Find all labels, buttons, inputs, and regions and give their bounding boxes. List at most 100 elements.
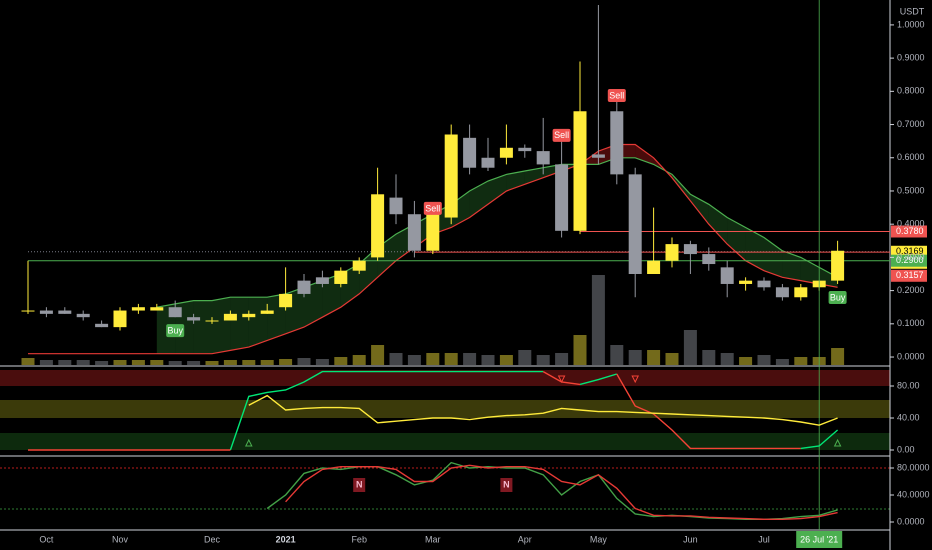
candle-body bbox=[481, 157, 495, 168]
volume-bar bbox=[702, 350, 716, 365]
volume-bar bbox=[39, 360, 53, 365]
y-tick-label: 0.00 bbox=[897, 444, 915, 454]
candle-body bbox=[352, 260, 366, 271]
volume-bar bbox=[499, 355, 513, 365]
volume-bar bbox=[831, 348, 845, 365]
volume-bar bbox=[334, 357, 348, 365]
x-tick-label: Dec bbox=[204, 534, 221, 544]
marker-box bbox=[353, 478, 366, 492]
signal-label: Sell bbox=[554, 130, 569, 140]
volume-bar bbox=[757, 355, 771, 365]
volume-bar bbox=[775, 359, 789, 365]
volume-bar bbox=[279, 359, 293, 365]
ma-cloud bbox=[727, 217, 746, 261]
volume-bar bbox=[371, 345, 385, 365]
ma-cloud bbox=[782, 250, 801, 281]
volume-bar bbox=[628, 350, 642, 365]
volume-bar bbox=[131, 360, 145, 365]
ma-cloud bbox=[745, 227, 764, 271]
ma-cloud bbox=[524, 167, 544, 185]
volume-bar bbox=[536, 355, 550, 365]
price-label: 0.3780 bbox=[896, 226, 924, 236]
volume-bar bbox=[76, 360, 90, 365]
volume-bar bbox=[168, 361, 182, 365]
volume-bar bbox=[463, 353, 477, 365]
candle-body bbox=[426, 214, 440, 251]
candle-body bbox=[775, 287, 789, 298]
candle-body bbox=[499, 147, 513, 158]
y-tick-label: 0.3000 bbox=[897, 252, 925, 262]
candle-body bbox=[76, 313, 90, 318]
signal-box bbox=[552, 128, 571, 142]
price-label: 0.3169 bbox=[896, 246, 924, 256]
volume-bar bbox=[315, 359, 329, 365]
y-tick-label: 0.0000 bbox=[897, 516, 925, 526]
candle-body bbox=[702, 254, 716, 265]
y-tick-label: 0.1000 bbox=[897, 318, 925, 328]
x-tick-label: Feb bbox=[351, 534, 367, 544]
ma-cloud bbox=[764, 237, 783, 278]
y-tick-label: 0.7000 bbox=[897, 119, 925, 129]
candle-body bbox=[610, 111, 624, 175]
candle-body bbox=[187, 317, 201, 321]
ma-cloud bbox=[451, 190, 470, 228]
indicator-line bbox=[248, 394, 838, 426]
indicator-line bbox=[229, 370, 839, 451]
x-tick-label: Nov bbox=[112, 534, 129, 544]
candle-body bbox=[647, 260, 661, 274]
volume-bar bbox=[58, 360, 72, 365]
x-tick-label: Jul bbox=[758, 534, 770, 544]
x-tick-label: Apr bbox=[518, 534, 532, 544]
volume-bar bbox=[555, 353, 569, 365]
candle-body bbox=[739, 280, 753, 284]
candle-body bbox=[444, 134, 458, 218]
candle-body bbox=[518, 147, 532, 152]
y-tick-label: 40.0000 bbox=[897, 489, 930, 499]
marker-label: N bbox=[503, 479, 510, 489]
y-tick-label: 0.4000 bbox=[897, 219, 925, 229]
candle-body bbox=[113, 310, 127, 328]
volume-bar bbox=[665, 353, 679, 365]
signal-label: Buy bbox=[830, 292, 846, 302]
y-tick-label: 1.0000 bbox=[897, 19, 925, 29]
price-label: 0.3157 bbox=[896, 270, 924, 280]
candle-body bbox=[315, 277, 329, 284]
candle-body bbox=[131, 307, 145, 311]
marker-label: N bbox=[356, 479, 363, 489]
volume-bar bbox=[21, 358, 35, 365]
volume-bar bbox=[205, 361, 219, 365]
quote-currency: USDT bbox=[900, 6, 925, 16]
y-tick-label: 0.0000 bbox=[897, 351, 925, 361]
y-tick-label: 0.9000 bbox=[897, 52, 925, 62]
ma-cloud bbox=[359, 247, 378, 294]
signal-label: Sell bbox=[609, 90, 624, 100]
price-label-box bbox=[891, 225, 927, 238]
x-tick-label: 2021 bbox=[276, 534, 296, 544]
marker-box bbox=[500, 478, 513, 492]
y-tick-label: 80.0000 bbox=[897, 462, 930, 472]
volume-bar bbox=[187, 361, 201, 365]
volume-bar bbox=[573, 335, 587, 365]
candle-body bbox=[279, 293, 293, 308]
volume-bar bbox=[794, 357, 808, 365]
ma-cloud bbox=[322, 273, 341, 318]
price-label-box bbox=[891, 269, 927, 282]
ma-cloud bbox=[248, 297, 268, 348]
candle-body bbox=[665, 244, 679, 261]
volume-bar bbox=[389, 353, 403, 365]
candle-body bbox=[58, 310, 72, 314]
down-arrow bbox=[557, 375, 566, 384]
volume-bar bbox=[518, 350, 532, 365]
volume-bar bbox=[591, 275, 605, 365]
candle-body bbox=[831, 250, 845, 281]
up-arrow bbox=[833, 438, 842, 447]
signal-box bbox=[828, 290, 847, 304]
signal-label: Sell bbox=[425, 203, 440, 213]
candle-body bbox=[334, 270, 348, 284]
candle-body bbox=[168, 307, 182, 318]
candle-body bbox=[223, 313, 237, 321]
moving-average bbox=[156, 157, 838, 308]
price-label: 0.2900 bbox=[896, 255, 924, 265]
candle-body bbox=[555, 164, 569, 231]
